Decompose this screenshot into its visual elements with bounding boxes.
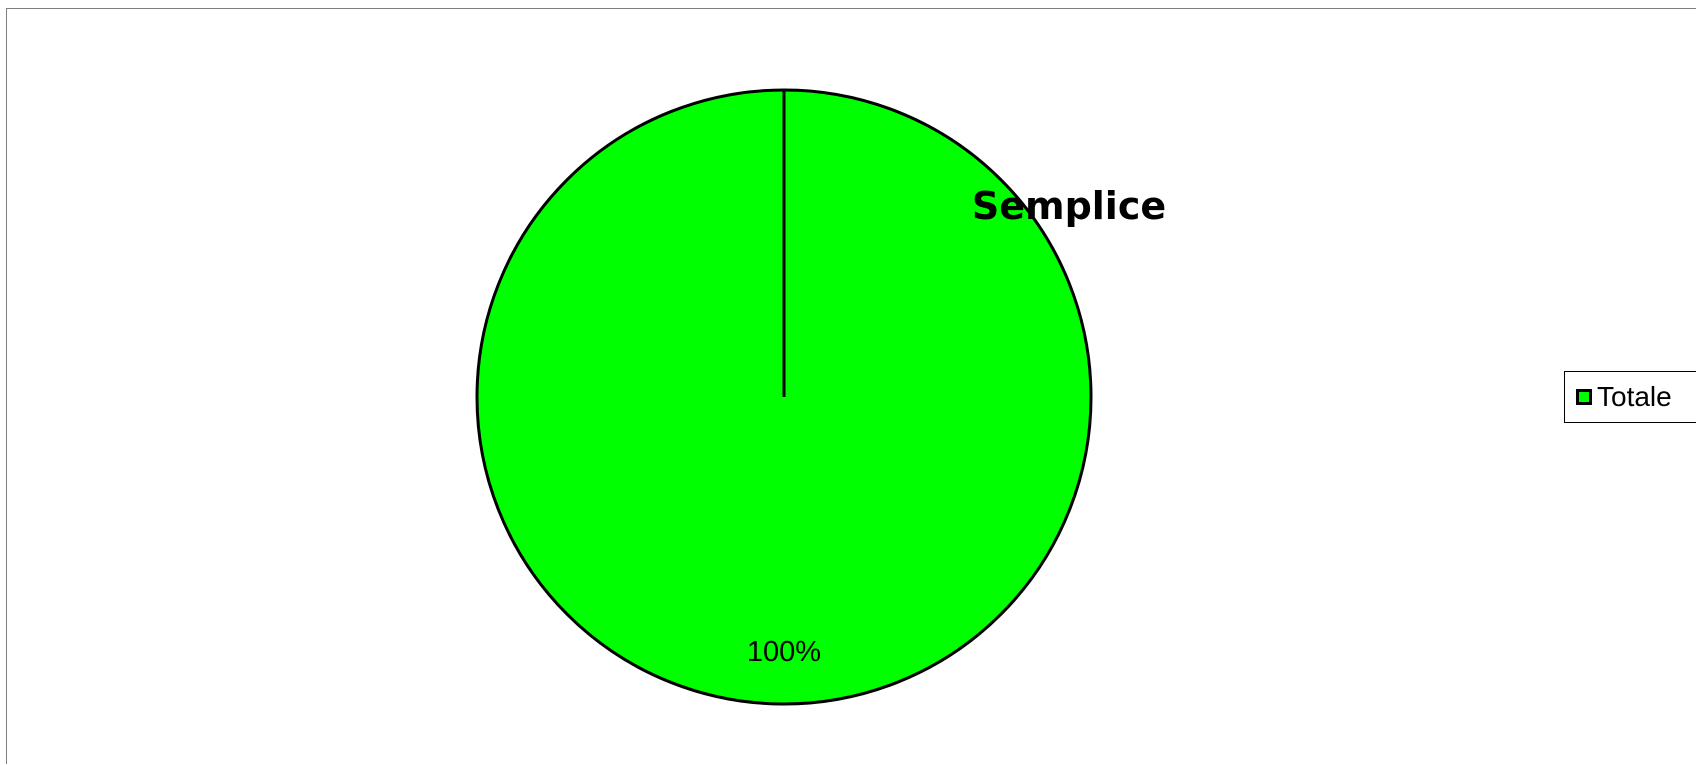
legend: Totale <box>1564 371 1696 423</box>
slice-percent-label: 100% <box>747 636 821 668</box>
pie-chart: 100% Semplice <box>475 88 1166 706</box>
legend-swatch-totale <box>1576 389 1592 405</box>
chart-title: Semplice <box>972 184 1166 228</box>
chart-area: 100% Semplice Totale <box>6 8 1696 764</box>
legend-label-totale: Totale <box>1597 381 1672 412</box>
